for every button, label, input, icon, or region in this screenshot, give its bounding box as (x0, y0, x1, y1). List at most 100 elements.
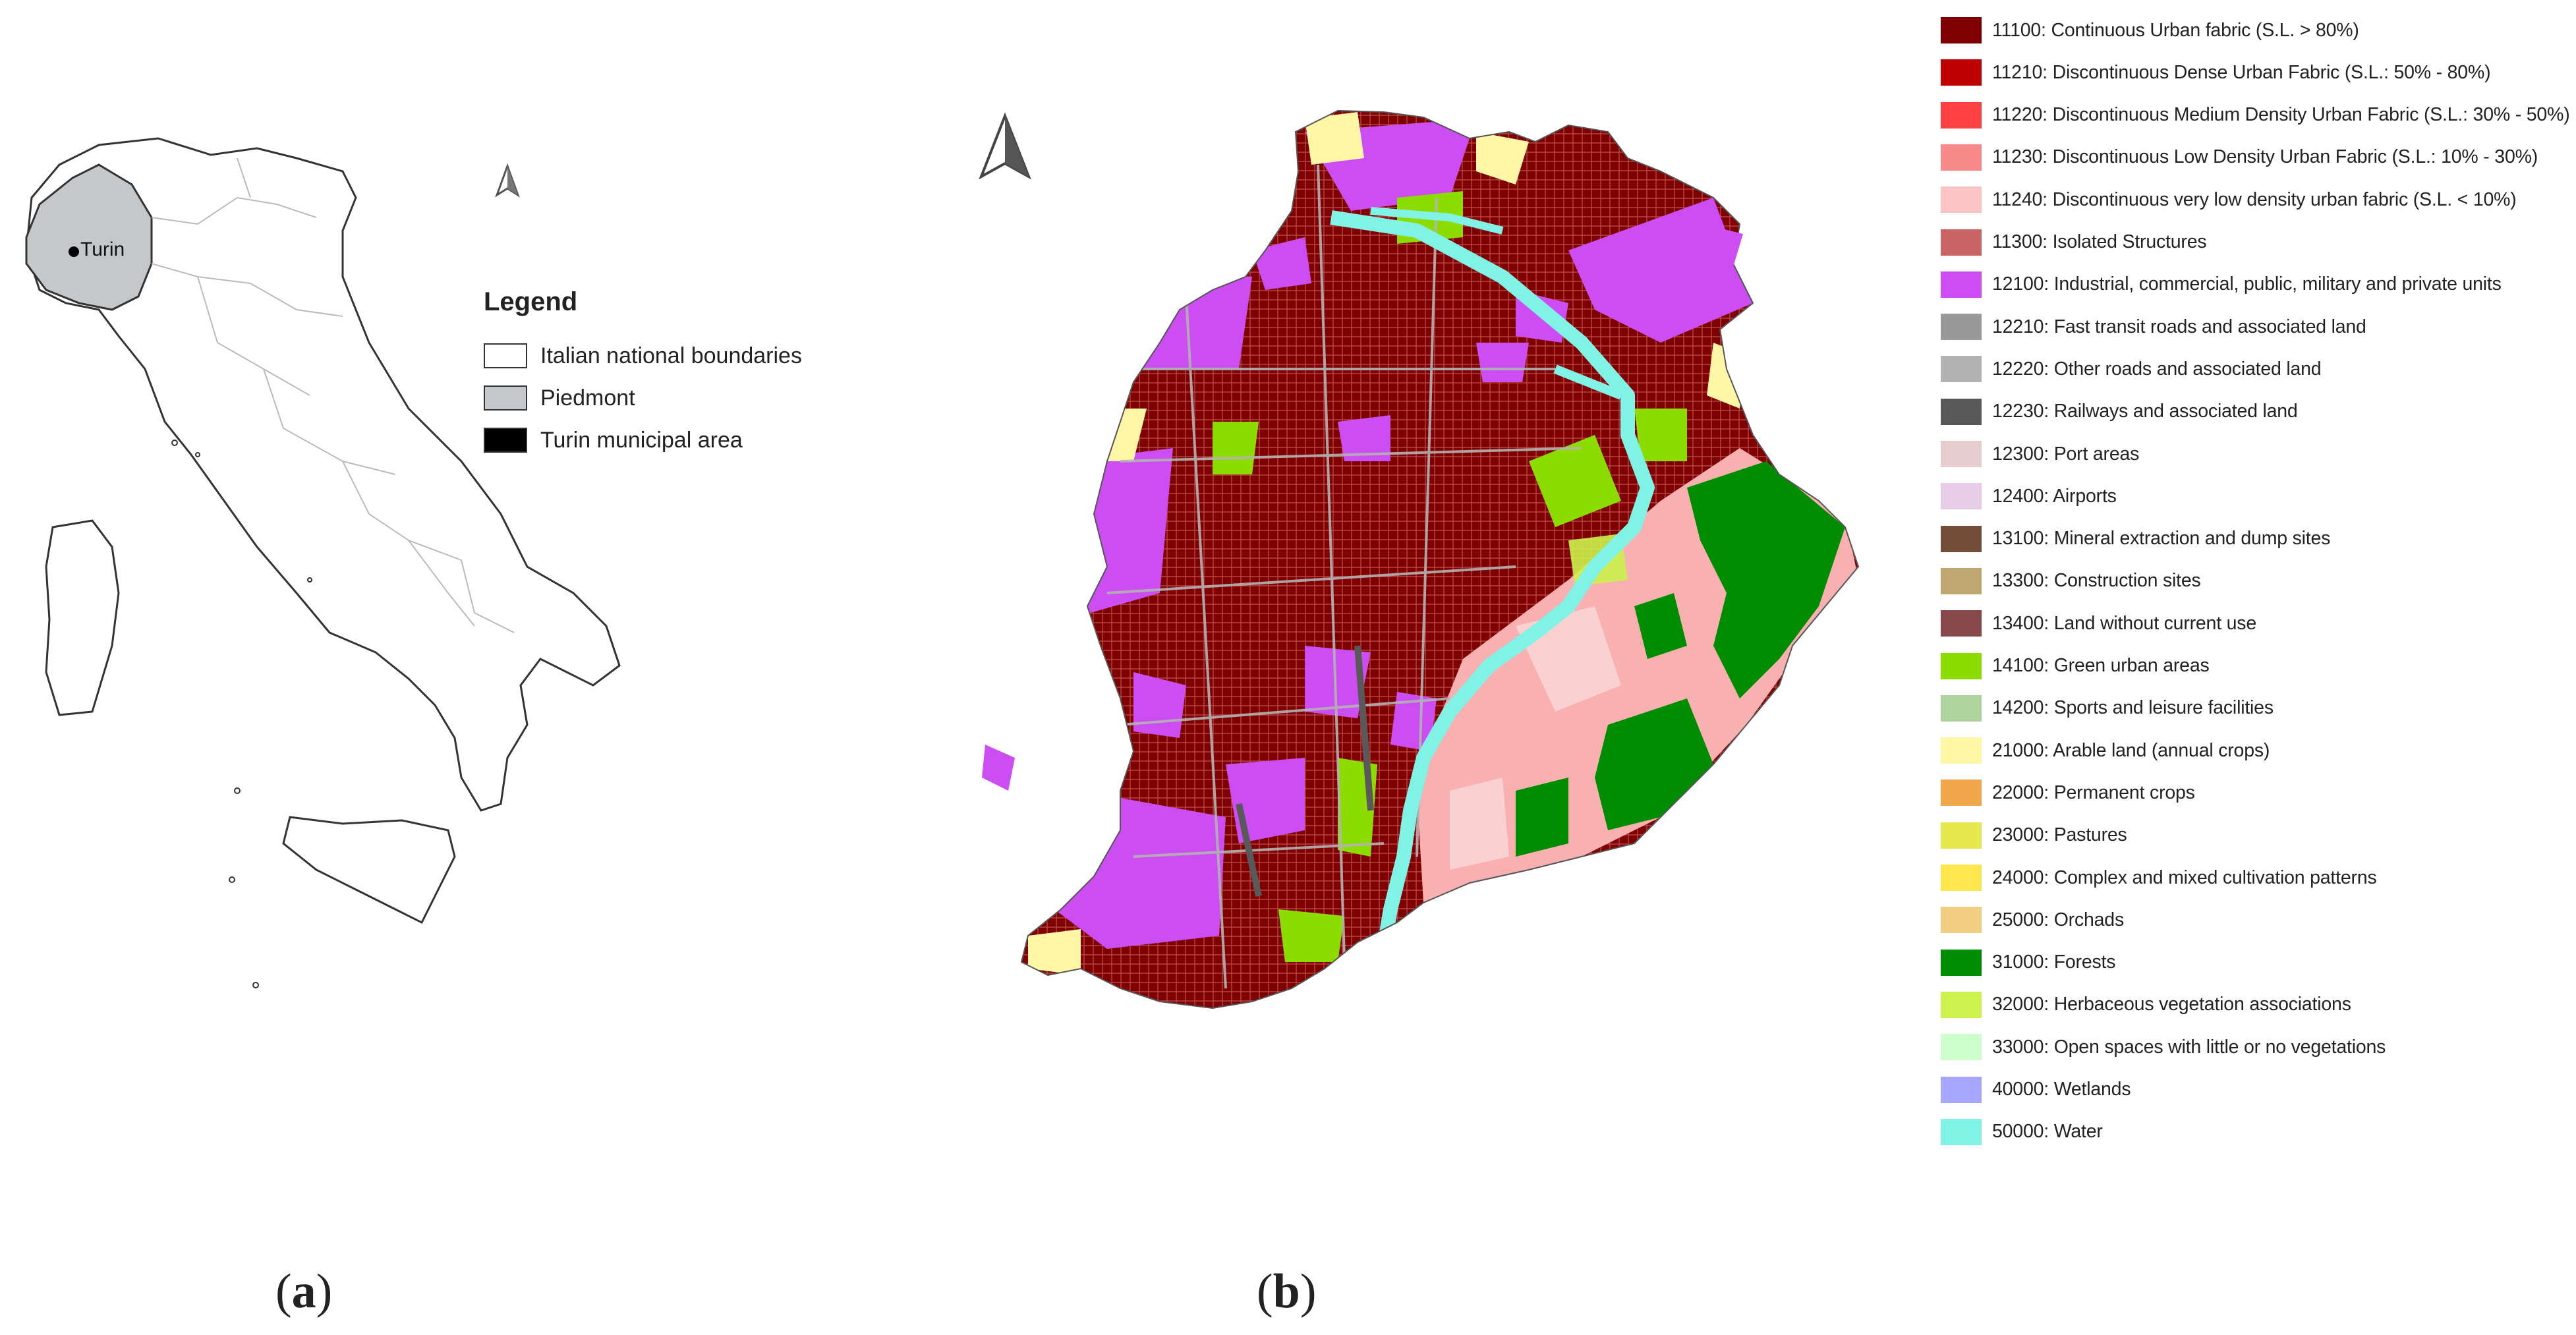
legend-label: 50000: Water (1992, 1121, 2103, 1143)
legend-swatch (1941, 144, 1982, 171)
legend-label: 33000: Open spaces with little or no veg… (1992, 1036, 2386, 1058)
legend-label: 12400: Airports (1992, 485, 2117, 507)
legend-swatch (484, 428, 527, 453)
legend-a-item: Turin municipal area (484, 426, 743, 455)
legend-swatch (1941, 567, 1982, 594)
legend-b-item: 13300: Construction sites (1941, 567, 2201, 596)
legend-b-item: 31000: Forests (1941, 948, 2116, 977)
legend-a-item: Piedmont (484, 383, 635, 412)
legend-swatch (1941, 525, 1982, 552)
sicily-island (282, 816, 456, 924)
legend-label: 14100: Green urban areas (1992, 655, 2210, 676)
legend-b-item: 11240: Discontinuous very low density ur… (1941, 185, 2517, 214)
turin-location-marker (69, 246, 79, 257)
legend-label: 13100: Mineral extraction and dump sites (1992, 528, 2331, 550)
legend-label: 23000: Pastures (1992, 824, 2127, 846)
legend-label: 12230: Railways and associated land (1992, 401, 2298, 422)
legend-b-item: 22000: Permanent crops (1941, 778, 2195, 807)
legend-swatch (1941, 695, 1982, 722)
legend-label: 11100: Continuous Urban fabric (S.L. > 8… (1992, 19, 2359, 41)
legend-label: 12210: Fast transit roads and associated… (1992, 316, 2366, 337)
legend-b-item: 12210: Fast transit roads and associated… (1941, 312, 2366, 341)
legend-label: 22000: Permanent crops (1992, 781, 2195, 803)
legend-swatch (1941, 229, 1982, 256)
legend-swatch (1941, 59, 1982, 86)
legend-label: 31000: Forests (1992, 952, 2116, 973)
north-arrow-icon (979, 112, 1031, 180)
legend-b-item: 11210: Discontinuous Dense Urban Fabric … (1941, 58, 2491, 87)
legend-label: 21000: Arable land (annual crops) (1992, 739, 2270, 761)
turin-municipal-boundary (1020, 109, 1860, 1009)
legend-b-item: 12100: Industrial, commercial, public, m… (1941, 270, 2502, 299)
legend-swatch (484, 343, 527, 368)
legend-swatch (1941, 314, 1982, 341)
legend-b-item: 40000: Wetlands (1941, 1075, 2131, 1104)
legend-b-item: 12230: Railways and associated land (1941, 397, 2298, 426)
legend-swatch (1941, 1076, 1982, 1103)
legend-label: 11230: Discontinuous Low Density Urban F… (1992, 146, 2538, 168)
legend-b-item: 25000: Orchads (1941, 905, 2124, 934)
legend-b-item: 50000: Water (1941, 1118, 2103, 1147)
legend-b-item: 32000: Herbaceous vegetation association… (1941, 990, 2351, 1019)
legend-label: 32000: Herbaceous vegetation association… (1992, 994, 2351, 1015)
legend-swatch (1941, 1118, 1982, 1145)
legend-swatch (1941, 17, 1982, 43)
italy-map (25, 137, 621, 988)
legend-label: 14200: Sports and leisure facilities (1992, 697, 2274, 719)
legend-swatch (1941, 101, 1982, 128)
legend-label: 13400: Land without current use (1992, 612, 2256, 634)
legend-label: Italian national boundaries (540, 343, 802, 368)
legend-label: 12300: Port areas (1992, 443, 2140, 465)
po-river (1330, 210, 1655, 950)
legend-a-title: Legend (484, 287, 578, 316)
legend-label: 11210: Discontinuous Dense Urban Fabric … (1992, 61, 2491, 83)
legend-label: 40000: Wetlands (1992, 1079, 2131, 1100)
legend-swatch (1941, 356, 1982, 383)
legend-label: Turin municipal area (540, 427, 743, 453)
legend-b-item: 11230: Discontinuous Low Density Urban F… (1941, 143, 2538, 172)
legend-label: 25000: Orchads (1992, 909, 2124, 930)
legend-swatch (1941, 186, 1982, 213)
legend-label: 12100: Industrial, commercial, public, m… (1992, 273, 2502, 295)
region-boundaries (151, 157, 515, 633)
legend-b-item: 12220: Other roads and associated land (1941, 355, 2322, 383)
legend-swatch (1941, 441, 1982, 467)
legend-b-item: 14100: Green urban areas (1941, 652, 2210, 681)
legend-b-item: 21000: Arable land (annual crops) (1941, 736, 2270, 765)
legend-b-item: 33000: Open spaces with little or no veg… (1941, 1033, 2386, 1062)
legend-a-item: Italian national boundaries (484, 341, 802, 370)
legend-swatch (1941, 865, 1982, 891)
panel-a-label: (a) (275, 1264, 333, 1319)
legend-swatch (1941, 398, 1982, 425)
turin-city-label: Turin (80, 239, 125, 260)
legend-swatch (1941, 991, 1982, 1018)
legend-label: 11300: Isolated Structures (1992, 231, 2207, 252)
legend-b-item: 14200: Sports and leisure facilities (1941, 694, 2274, 723)
legend-swatch (1941, 780, 1982, 807)
legend-swatch (1941, 1034, 1982, 1061)
legend-swatch (1941, 610, 1982, 637)
legend-swatch (1941, 652, 1982, 679)
legend-b-item: 11300: Isolated Structures (1941, 228, 2207, 257)
legend-swatch (1941, 949, 1982, 976)
legend-b-item: 12400: Airports (1941, 482, 2117, 511)
legend-b-item: 13100: Mineral extraction and dump sites (1941, 525, 2330, 554)
legend-b-item: 24000: Complex and mixed cultivation pat… (1941, 863, 2377, 892)
legend-b-item: 11100: Continuous Urban fabric (S.L. > 8… (1941, 16, 2359, 45)
north-arrow-icon (495, 163, 520, 198)
legend-label: Piedmont (540, 385, 635, 411)
legend-label: 11240: Discontinuous very low density ur… (1992, 188, 2517, 210)
legend-label: 12220: Other roads and associated land (1992, 358, 2322, 380)
legend-b-item: 23000: Pastures (1941, 821, 2127, 850)
legend-label: 24000: Complex and mixed cultivation pat… (1992, 866, 2377, 888)
legend-label: 11220: Discontinuous Medium Density Urba… (1992, 104, 2570, 126)
sardinia-island (45, 519, 120, 716)
legend-swatch (1941, 737, 1982, 764)
legend-swatch (1941, 822, 1982, 849)
legend-b-item: 13400: Land without current use (1941, 609, 2256, 638)
legend-b-item: 12300: Port areas (1941, 440, 2139, 469)
legend-label: 13300: Construction sites (1992, 570, 2201, 592)
italy-boundary (25, 137, 621, 812)
turin-land-use-map (982, 109, 1860, 1009)
